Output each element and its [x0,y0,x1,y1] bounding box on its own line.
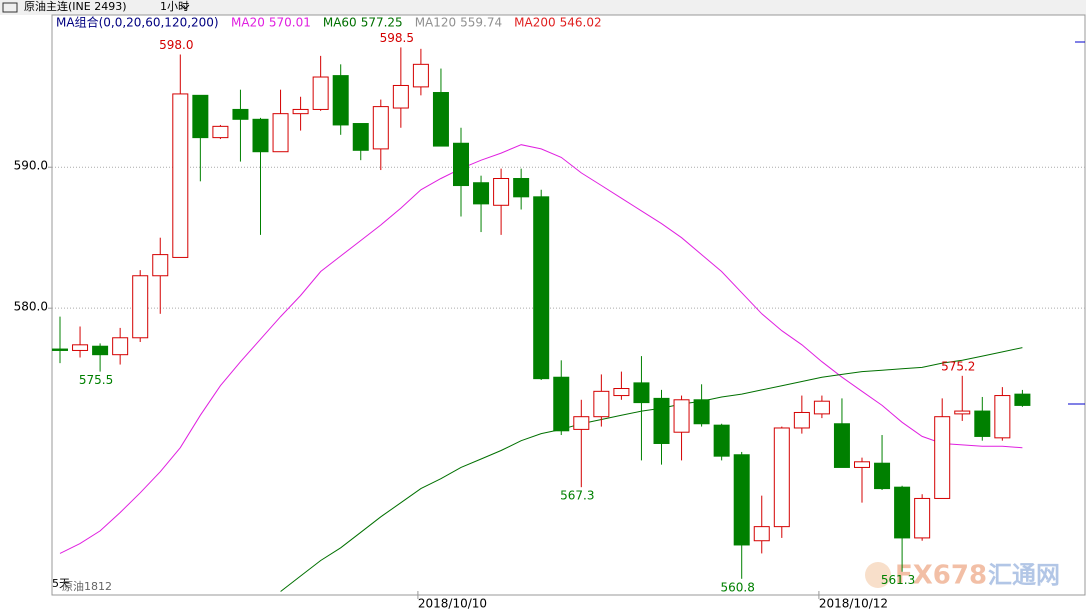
candle-body [593,390,610,418]
watermark-brand: FX678 [895,561,987,591]
candle-body [252,118,269,153]
candle-body [412,63,429,88]
candle-body [112,337,129,356]
candle-body [192,94,209,139]
low-label: 561.3 [881,573,915,587]
low-label: 560.8 [721,580,755,594]
candle-body [914,497,931,539]
candle-body [453,142,469,187]
x-tick-label: 2018/10/12 [819,597,888,610]
candle-body [793,411,810,429]
y-tick-label: 590.0 [14,159,48,173]
plot-frame [51,14,1086,596]
window-icon [2,2,18,13]
candle-body [1014,393,1031,406]
watermark-logo [865,562,891,588]
candle-body [72,344,89,351]
candle-body [232,108,249,120]
candle-body [312,76,329,110]
candle-body [392,84,409,109]
legend-value: 559.74 [460,16,502,30]
candle-body [733,454,750,546]
header-bar [0,0,1086,15]
candle-body [653,397,670,444]
candle-body [994,395,1011,439]
candle-body [432,92,449,147]
candle-body [493,177,510,206]
x-tick-label: 2018/10/10 [418,597,487,610]
legend-name: MA200 [514,16,555,30]
candle-body [152,254,169,277]
candle-body [292,108,309,115]
watermark-name: 汇通网 [988,561,1060,589]
candle-body [693,399,710,425]
candle-body [894,486,911,539]
high-label: 598.0 [159,38,193,52]
candle-body [272,113,289,153]
footer-symbol: 原油1812 [62,579,112,593]
candle-body [954,410,971,415]
y-tick-label: 580.0 [14,300,48,314]
legend-value: 570.01 [269,16,311,30]
legend-name: MA120 [415,16,456,30]
candle-body [473,182,490,205]
footer-range: 5天 [52,577,70,590]
legend-value: 577.25 [361,16,403,30]
candle-body [974,410,991,437]
high-label: 598.5 [380,31,414,45]
candle-body [713,424,730,457]
candle-body [212,125,229,139]
low-label: 575.5 [79,373,113,387]
ma-line [59,144,1023,554]
candle-body [352,123,369,151]
candle-body [613,388,630,397]
plot: 575.5 567.3 560.8 561.3 [52,47,1031,594]
candle-body [332,75,349,126]
candle-body [52,348,68,351]
legend-title[interactable]: MA组合(0,0,20,60,120,200) [56,15,219,30]
candle-body [92,345,109,356]
candle-body [813,400,830,415]
candle-body [874,462,891,490]
candle-body [533,196,550,380]
candle-body [753,526,770,542]
candle-body [633,382,650,404]
candle-body [553,376,570,432]
candle-body [833,423,850,468]
candle-body [673,399,690,433]
candle-body [573,416,590,430]
legend-name: MA60 [323,16,357,30]
ma-line [280,347,1023,592]
period-dropdown[interactable] [180,4,190,10]
high-label: 575.2 [941,359,975,373]
candle-body [934,416,951,499]
candle-body [172,93,189,258]
candle-body [513,177,530,198]
candle-body [854,461,870,468]
low-label: 567.3 [560,489,594,503]
header-title: 原油主连(INE 2493) [24,0,127,13]
candle-body [372,106,389,150]
legend-name: MA20 [231,16,265,30]
candle-body [132,275,149,339]
legend-value: 546.02 [560,16,602,30]
header-period[interactable]: 1小时 [160,0,189,13]
candle-body [773,427,790,528]
